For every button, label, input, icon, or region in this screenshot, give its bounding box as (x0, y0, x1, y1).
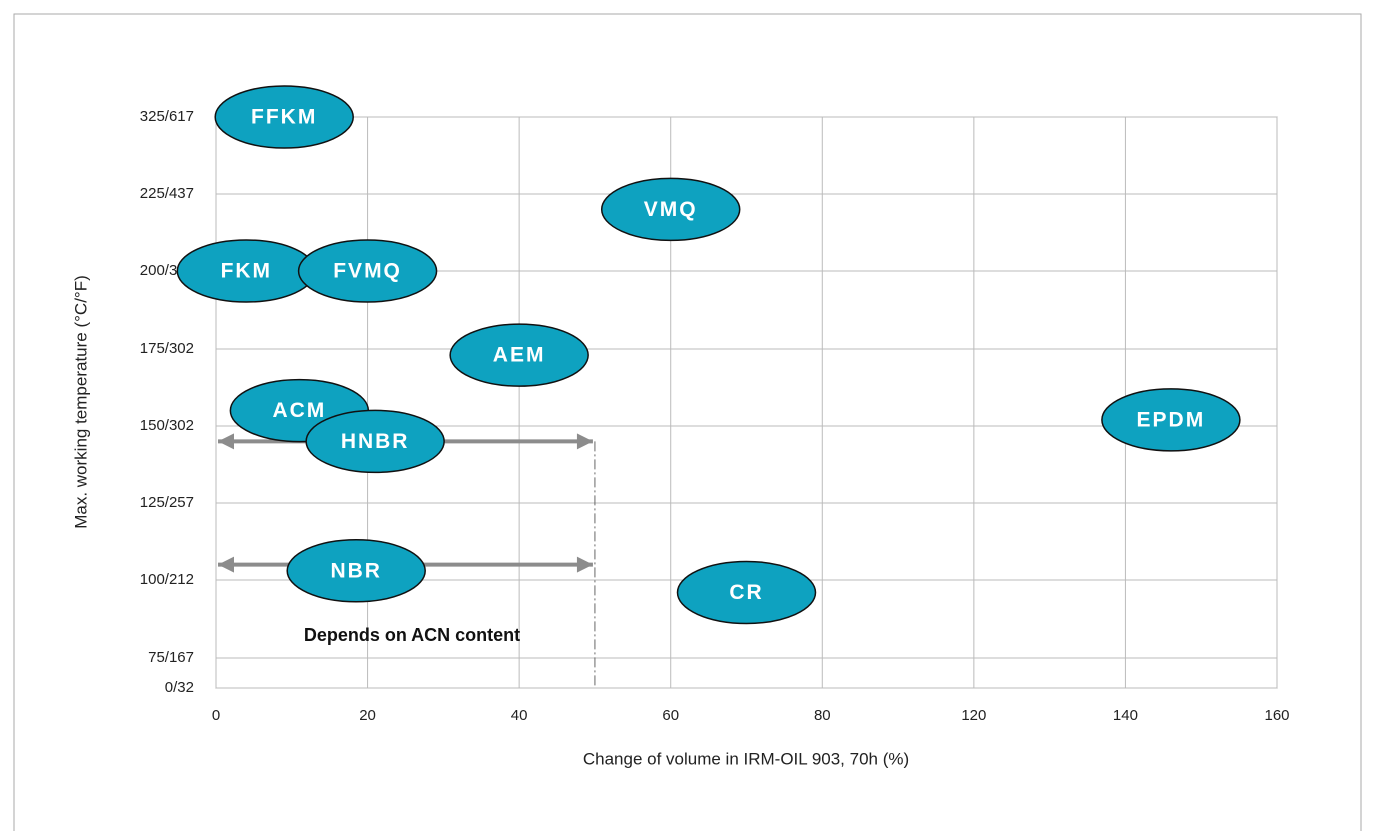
y-axis-title: Max. working temperature (°C/°F) (71, 275, 90, 529)
point (214, 85, 354, 149)
point-label: VMQ (644, 198, 698, 221)
x-tick-label: 0 (212, 707, 220, 724)
y-tick-label: 175/302 (140, 340, 194, 357)
annotation: Depends on ACN content (304, 625, 520, 645)
x-tick-label: 120 (961, 707, 986, 724)
point (600, 177, 741, 242)
y-tick-label: 75/167 (148, 649, 194, 666)
point-label: FKM (221, 260, 273, 283)
point-label: CR (729, 581, 763, 604)
point-label: EPDM (1137, 408, 1206, 431)
x-tick-label: 160 (1264, 707, 1289, 724)
x-tick-label: 140 (1113, 707, 1138, 724)
x-axis-title: Change of volume in IRM-OIL 903, 70h (%) (583, 749, 909, 768)
point (305, 409, 445, 474)
y-tick-label: 0/32 (165, 679, 194, 696)
point-label: FFKM (251, 106, 317, 129)
y-tick-label: 150/302 (140, 417, 194, 434)
point (297, 239, 438, 303)
x-tick-label: 60 (662, 707, 679, 724)
y-tick-label: 125/257 (140, 494, 194, 511)
y-tick-label: 225/437 (140, 185, 194, 202)
frame (13, 13, 1362, 831)
y-tick-label: 100/212 (140, 571, 194, 588)
point (286, 539, 426, 603)
point (676, 560, 817, 625)
point-label: AEM (493, 344, 546, 367)
y-tick-label: 325/617 (140, 108, 194, 125)
point-label: HNBR (341, 430, 410, 453)
point (449, 323, 589, 387)
x-tick-label: 20 (359, 707, 376, 724)
point-label: FVMQ (333, 260, 402, 283)
point-label: NBR (330, 559, 382, 582)
x-tick-label: 80 (814, 707, 831, 724)
point (1101, 388, 1241, 452)
x-tick-label: 40 (511, 707, 528, 724)
point-label: ACM (272, 399, 326, 422)
